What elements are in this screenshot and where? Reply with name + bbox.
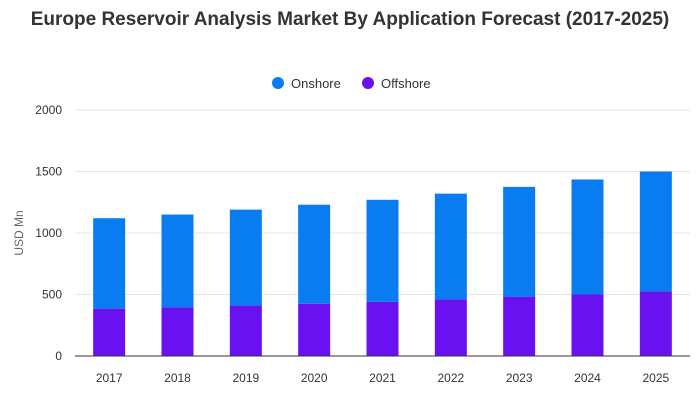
bar-offshore-2018	[161, 307, 194, 356]
bar-offshore-2020	[298, 303, 331, 356]
y-tick-label: 500	[42, 288, 62, 302]
bars	[93, 171, 672, 356]
x-tick-label: 2022	[437, 371, 464, 385]
legend: Onshore Offshore	[272, 76, 431, 91]
chart-title: Europe Reservoir Analysis Market By Appl…	[30, 9, 670, 30]
bar-offshore-2024	[571, 294, 604, 356]
legend-marker-offshore	[362, 77, 374, 89]
bar-onshore-2022	[434, 193, 467, 300]
bar-onshore-2019	[229, 209, 262, 306]
x-tick-label: 2018	[164, 371, 191, 385]
bar-onshore-2017	[93, 218, 126, 309]
x-tick-label: 2017	[96, 371, 123, 385]
x-axis-ticks: 2017 2018 2019 2020 2021 2022 2023 2024 2025	[96, 371, 670, 385]
x-tick-label: 2020	[301, 371, 328, 385]
bar-offshore-2017	[93, 308, 126, 356]
y-axis-title: USD Mn	[12, 210, 26, 255]
bar-onshore-2024	[571, 179, 604, 295]
bar-offshore-2021	[366, 301, 399, 356]
bar-offshore-2019	[229, 305, 262, 356]
y-tick-label: 1500	[35, 165, 62, 179]
y-tick-label: 1000	[35, 226, 62, 240]
legend-label-onshore: Onshore	[291, 76, 341, 91]
bar-onshore-2023	[503, 186, 536, 297]
bar-offshore-2025	[639, 291, 672, 356]
bar-onshore-2025	[639, 171, 672, 292]
bar-offshore-2022	[434, 299, 467, 356]
bar-onshore-2020	[298, 204, 331, 304]
x-tick-label: 2024	[574, 371, 601, 385]
y-tick-label: 2000	[35, 103, 62, 117]
legend-marker-onshore	[272, 77, 284, 89]
x-tick-label: 2025	[642, 371, 669, 385]
x-tick-label: 2023	[506, 371, 533, 385]
bar-onshore-2021	[366, 199, 399, 302]
bar-onshore-2018	[161, 214, 194, 308]
x-tick-label: 2019	[232, 371, 259, 385]
y-tick-label: 0	[55, 349, 62, 363]
y-axis-ticks: 0 500 1000 1500 2000	[35, 103, 62, 363]
x-tick-label: 2021	[369, 371, 396, 385]
legend-label-offshore: Offshore	[381, 76, 431, 91]
bar-offshore-2023	[503, 296, 536, 356]
